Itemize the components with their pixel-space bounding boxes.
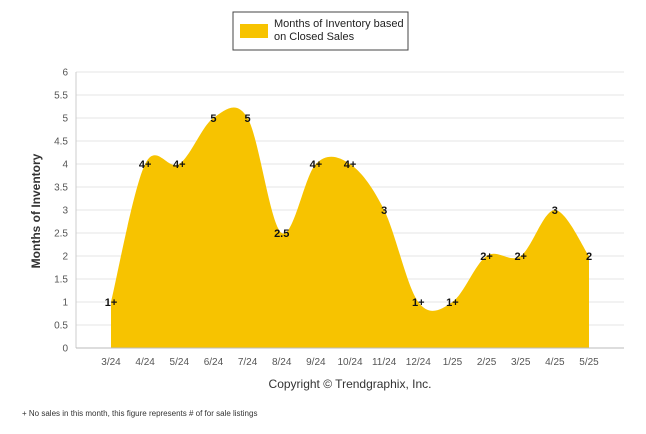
y-axis-ticks: 0 0.5 1 1.5 2 2.5 3 3.5 4 4.5 5 5.5 6: [54, 68, 68, 355]
x-tick-label: 12/24: [406, 357, 431, 368]
data-label: 4+: [344, 159, 357, 171]
x-tick-label: 3/24: [101, 357, 121, 368]
legend-text-line-2: on Closed Sales: [274, 31, 355, 43]
data-label: 4+: [139, 159, 152, 171]
area-fill: [111, 107, 589, 348]
copyright-text: Copyright © Trendgraphix, Inc.: [269, 377, 432, 391]
x-tick-label: 3/25: [511, 357, 531, 368]
y-tick-label: 2.5: [54, 229, 68, 240]
x-tick-label: 11/24: [372, 357, 397, 368]
area-series: [111, 107, 589, 348]
data-label: 2.5: [274, 228, 289, 240]
x-tick-label: 1/25: [443, 357, 463, 368]
x-tick-label: 7/24: [238, 357, 258, 368]
y-tick-label: 6: [62, 68, 68, 79]
legend-swatch: [240, 24, 268, 38]
y-tick-label: 0.5: [54, 321, 68, 332]
data-label: 3: [381, 205, 387, 217]
y-tick-label: 5: [62, 114, 68, 125]
footnote-text: + No sales in this month, this figure re…: [22, 409, 257, 418]
y-tick-label: 3: [62, 206, 68, 217]
x-tick-label: 4/24: [135, 357, 155, 368]
data-label: 2: [586, 251, 592, 263]
data-label: 1+: [105, 297, 118, 309]
legend: Months of Inventory based on Closed Sale…: [232, 11, 409, 51]
x-tick-label: 5/25: [579, 357, 599, 368]
data-label: 1+: [412, 297, 425, 309]
y-tick-label: 4.5: [54, 137, 68, 148]
y-tick-label: 2: [62, 252, 68, 263]
y-tick-label: 3.5: [54, 183, 68, 194]
data-label: 5: [245, 113, 251, 125]
y-tick-label: 0: [62, 344, 68, 355]
data-label: 4+: [310, 159, 323, 171]
data-label: 4+: [173, 159, 186, 171]
y-tick-label: 4: [62, 160, 68, 171]
data-label: 2+: [514, 251, 527, 263]
y-axis-label: Months of Inventory: [29, 153, 43, 268]
data-label: 5: [210, 113, 216, 125]
y-tick-label: 1: [62, 298, 68, 309]
legend-text-line-1: Months of Inventory based: [274, 18, 404, 30]
x-tick-label: 5/24: [170, 357, 190, 368]
x-tick-label: 8/24: [272, 357, 292, 368]
y-tick-label: 1.5: [54, 275, 68, 286]
x-tick-label: 10/24: [337, 357, 362, 368]
x-tick-label: 4/25: [545, 357, 565, 368]
data-labels: 1+ 4+ 4+ 5 5 2.5 4+ 4+ 3 1+ 1+ 2+ 2+ 3 2: [105, 113, 592, 309]
y-tick-label: 5.5: [54, 91, 68, 102]
data-label: 1+: [446, 297, 459, 309]
x-tick-label: 9/24: [306, 357, 326, 368]
data-label: 2+: [480, 251, 493, 263]
x-tick-label: 2/25: [477, 357, 497, 368]
data-label: 3: [552, 205, 558, 217]
x-axis-ticks: 3/24 4/24 5/24 6/24 7/24 8/24 9/24 10/24 11/24 12…: [76, 347, 624, 368]
x-tick-label: 6/24: [204, 357, 224, 368]
